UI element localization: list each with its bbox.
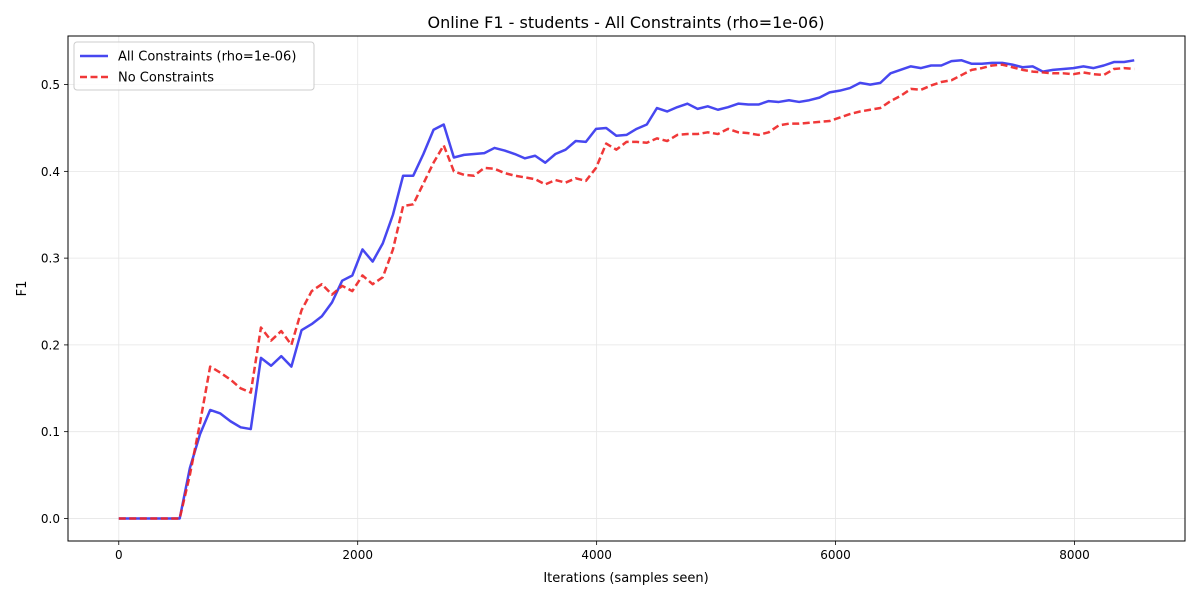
legend-label-no-constraints: No Constraints [118, 71, 214, 86]
y-axis-ticks: 0.0 0.1 0.2 0.3 0.4 0.5 [41, 78, 68, 526]
legend: All Constraints (rho=1e-06) No Constrain… [73, 41, 315, 91]
y-tick-label: 0.4 [41, 165, 60, 179]
y-tick-label: 0.2 [41, 338, 60, 352]
y-tick-label: 0.5 [41, 78, 60, 92]
x-tick-label: 0 [115, 548, 123, 562]
y-axis-label: F1 [15, 281, 30, 297]
x-tick-label: 2000 [342, 548, 373, 562]
y-tick-label: 0.3 [41, 252, 60, 266]
series-layer [118, 59, 1135, 520]
x-axis-label: Iterations (samples seen) [543, 571, 708, 586]
y-tick-label: 0.0 [41, 512, 60, 526]
legend-box [73, 41, 315, 91]
legend-label-all-constraints: All Constraints (rho=1e-06) [118, 50, 296, 65]
chart-title: Online F1 - students - All Constraints (… [427, 13, 824, 32]
x-tick-label: 4000 [581, 548, 612, 562]
y-tick-label: 0.1 [41, 425, 60, 439]
plot-area-frame [67, 35, 1186, 542]
x-tick-label: 8000 [1059, 548, 1090, 562]
grid [68, 36, 1185, 541]
series-line-no-constraints [118, 63, 1135, 520]
x-axis-ticks: 0 2000 4000 6000 8000 [115, 541, 1090, 562]
x-tick-label: 6000 [820, 548, 851, 562]
series-line-all-constraints [118, 59, 1135, 520]
